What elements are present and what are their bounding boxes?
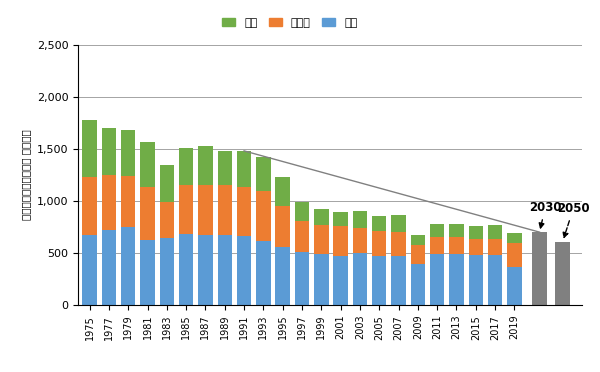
Bar <box>314 209 329 225</box>
Bar <box>430 224 445 237</box>
Bar <box>410 264 425 305</box>
Bar <box>218 185 232 235</box>
Bar <box>532 232 547 305</box>
Bar <box>237 187 251 236</box>
Bar <box>449 254 464 305</box>
Y-axis label: 化学肥料使用量（成分 千トン）: 化学肥料使用量（成分 千トン） <box>21 129 31 220</box>
Bar <box>507 243 521 267</box>
Bar <box>140 141 155 187</box>
Bar <box>256 191 271 241</box>
Bar <box>256 157 271 191</box>
Bar <box>198 235 212 305</box>
Bar <box>160 166 174 202</box>
Bar <box>121 176 136 227</box>
Bar <box>410 235 425 245</box>
Bar <box>372 216 386 231</box>
Bar <box>160 202 174 238</box>
Bar <box>449 224 464 237</box>
Bar <box>295 252 309 305</box>
Bar <box>237 236 251 305</box>
Bar <box>82 120 97 177</box>
Bar <box>334 227 348 256</box>
Bar <box>179 148 193 185</box>
Bar <box>218 151 232 185</box>
Text: 2030: 2030 <box>529 201 562 228</box>
Bar <box>237 151 251 187</box>
Bar <box>198 146 212 185</box>
Bar <box>275 206 290 247</box>
Bar <box>101 175 116 230</box>
Bar <box>507 267 521 305</box>
Bar <box>372 256 386 305</box>
Bar <box>160 238 174 305</box>
Bar <box>391 215 406 232</box>
Bar <box>507 232 521 243</box>
Bar <box>353 211 367 228</box>
Bar <box>256 241 271 305</box>
Bar <box>353 228 367 253</box>
Bar <box>391 232 406 256</box>
Bar <box>430 237 445 254</box>
Bar <box>449 237 464 254</box>
Bar <box>275 247 290 305</box>
Bar <box>121 130 136 176</box>
Bar <box>121 227 136 305</box>
Bar <box>82 235 97 305</box>
Bar <box>430 254 445 305</box>
Bar <box>275 177 290 206</box>
Bar <box>101 230 116 305</box>
Bar <box>469 239 483 254</box>
Text: 2050: 2050 <box>557 202 590 237</box>
Bar <box>353 253 367 305</box>
Bar <box>488 255 502 305</box>
Bar <box>488 240 502 255</box>
Bar <box>140 187 155 240</box>
Bar <box>179 185 193 234</box>
Legend: 加里, リン酸, 窒素: 加里, リン酸, 窒素 <box>218 14 362 33</box>
Bar <box>101 128 116 175</box>
Bar <box>179 234 193 305</box>
Bar <box>372 231 386 256</box>
Bar <box>82 177 97 235</box>
Bar <box>469 254 483 305</box>
Bar <box>198 185 212 235</box>
Bar <box>334 256 348 305</box>
Bar <box>295 221 309 252</box>
Bar <box>295 202 309 221</box>
Bar <box>140 240 155 305</box>
Bar <box>334 212 348 227</box>
Bar <box>218 235 232 305</box>
Bar <box>314 225 329 254</box>
Bar <box>469 227 483 239</box>
Bar <box>410 245 425 264</box>
Bar <box>314 254 329 305</box>
Bar <box>391 256 406 305</box>
Bar <box>488 225 502 240</box>
Bar <box>556 241 570 305</box>
